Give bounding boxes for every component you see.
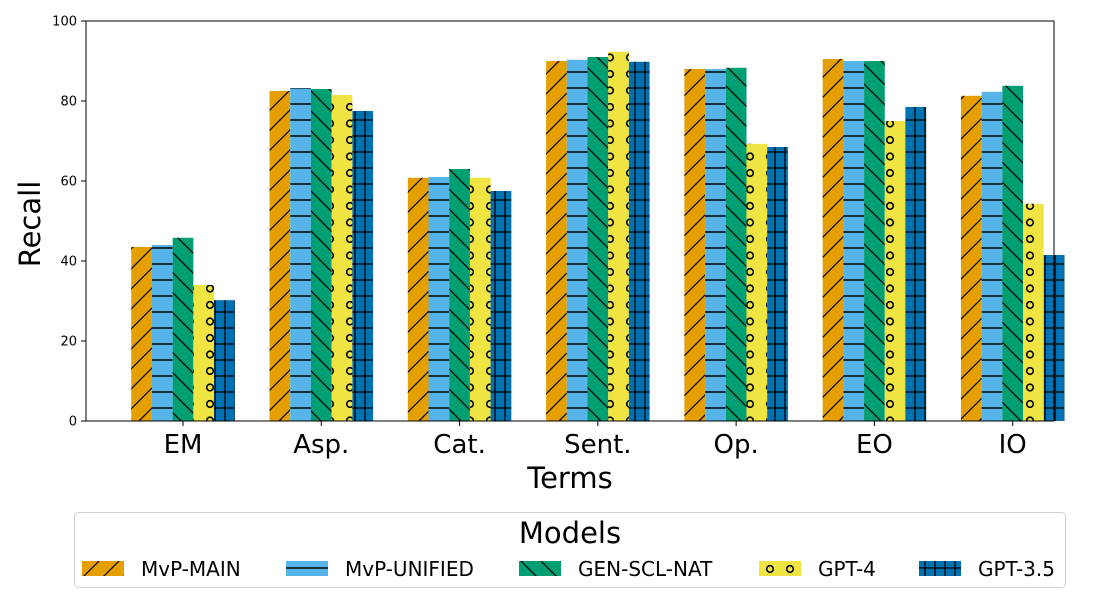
legend-swatch-hatch-gen-scl-nat: [519, 561, 561, 576]
legend-swatch-hatch-gpt-3-5: [919, 561, 961, 576]
bars-layer: [131, 51, 1065, 422]
bar-gpt-4-em-hatch: [193, 285, 215, 421]
bar-mvp-unified-eo-hatch: [843, 61, 865, 421]
legend-label-mvp-main: MvP-MAIN: [141, 557, 241, 581]
y-tick-label: 40: [60, 255, 77, 270]
legend-swatch-hatch-gpt-4: [759, 561, 801, 576]
x-tick-label-asp: Asp.: [293, 430, 349, 460]
bar-gpt-3-5-sent-hatch: [628, 61, 650, 422]
bar-mvp-main-asp-hatch: [269, 91, 291, 421]
bar-mvp-unified-cat-hatch: [428, 177, 450, 421]
bar-gpt-3-5-em-hatch: [214, 300, 235, 421]
x-tick-label-cat: Cat.: [433, 430, 486, 460]
bar-gpt-4-cat-hatch: [469, 177, 491, 421]
x-axis: EM Asp. Cat. Sent. Op. EO IO: [164, 421, 1027, 460]
x-tick-label-sent: Sent.: [564, 430, 631, 460]
bar-gpt-3-5-op-hatch: [767, 147, 788, 421]
bar-mvp-main-cat-hatch: [407, 177, 429, 421]
x-tick-label-eo: EO: [856, 430, 893, 460]
bar-mvp-main-op-hatch: [684, 69, 706, 421]
bar-gpt-3-5-cat-hatch: [490, 191, 512, 421]
bar-mvp-unified-em-hatch: [151, 245, 173, 421]
bar-gen-scl-nat-cat-hatch: [449, 169, 470, 421]
legend-label-mvp-unified: MvP-UNIFIED: [345, 557, 474, 581]
bar-mvp-unified-asp-hatch: [290, 88, 311, 421]
bar-gen-scl-nat-eo-hatch: [864, 61, 885, 421]
bar-gen-scl-nat-io-hatch: [1002, 85, 1024, 422]
bar-gen-scl-nat-asp-hatch: [310, 89, 332, 421]
x-tick-label-io: IO: [999, 430, 1027, 460]
legend: Models MvP-MAIN MvP-UNIFIED GEN-SCL-NAT GPT…: [74, 512, 1066, 588]
bar-gpt-4-op-hatch: [746, 143, 768, 422]
legend-title: Models: [519, 516, 621, 550]
bar-gen-scl-nat-op-hatch: [725, 67, 747, 422]
bar-mvp-unified-op-hatch: [705, 69, 726, 421]
bar-gpt-4-eo-hatch: [884, 121, 906, 421]
bar-gpt-4-asp-hatch: [331, 95, 353, 421]
x-tick-label-em: EM: [164, 430, 203, 460]
y-tick-label: 0: [69, 415, 77, 430]
x-axis-title: Terms: [526, 461, 612, 495]
legend-items: MvP-MAIN MvP-UNIFIED GEN-SCL-NAT GPT-4 GPT-3…: [82, 557, 1055, 581]
y-axis: 0 20 40 60 80 100: [52, 15, 86, 430]
legend-swatch-hatch-mvp-unified: [286, 561, 328, 576]
y-tick-label: 60: [60, 175, 77, 190]
y-tick-label: 100: [52, 15, 77, 30]
bar-mvp-main-em-hatch: [131, 247, 152, 421]
legend-label-gen-scl-nat: GEN-SCL-NAT: [578, 557, 713, 581]
legend-swatch-hatch-mvp-main: [82, 561, 124, 576]
bar-gpt-3-5-eo-hatch: [905, 107, 927, 421]
x-tick-label-op: Op.: [714, 430, 759, 460]
y-tick-label: 20: [60, 335, 77, 350]
bar-mvp-unified-io-hatch: [981, 91, 1003, 422]
legend-label-gpt-3-5: GPT-3.5: [978, 557, 1055, 581]
bar-gpt-4-io-hatch: [1023, 203, 1044, 421]
plot-frame: [85, 20, 1055, 422]
legend-label-gpt-4: GPT-4: [818, 557, 876, 581]
bar-mvp-unified-sent-hatch: [566, 59, 588, 422]
bar-mvp-main-eo-hatch: [822, 59, 844, 421]
y-axis-title: Recall: [13, 181, 47, 268]
bar-mvp-main-sent-hatch: [546, 61, 567, 421]
y-tick-label: 80: [60, 95, 77, 110]
bar-gen-scl-nat-sent-hatch: [587, 57, 609, 421]
bar-gpt-4-sent-hatch: [608, 51, 629, 422]
bar-gpt-3-5-asp-hatch: [352, 111, 374, 421]
bar-mvp-main-io-hatch: [960, 95, 982, 422]
bar-gen-scl-nat-em-hatch: [172, 237, 194, 421]
